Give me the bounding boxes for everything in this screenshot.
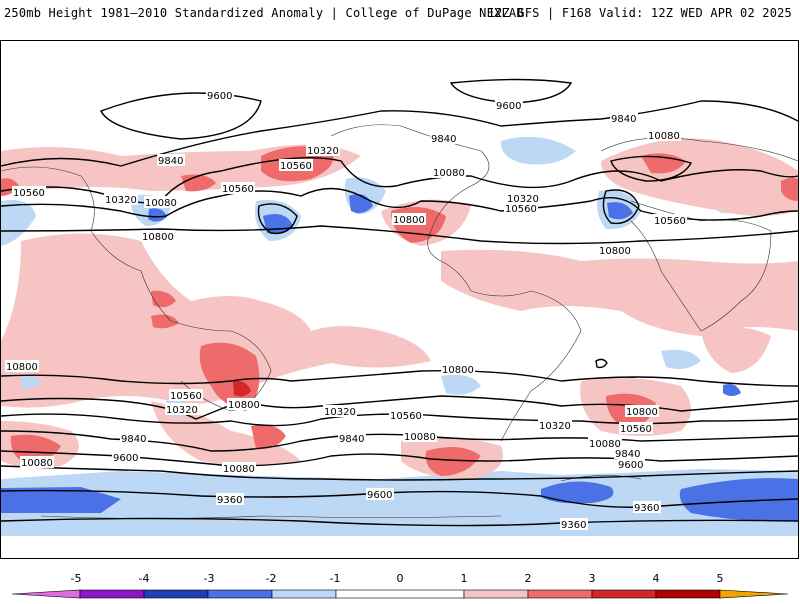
contour-label: 9360 bbox=[634, 503, 659, 514]
contour-label: 10320 bbox=[307, 146, 339, 157]
contour-label: 9840 bbox=[158, 156, 183, 167]
contour-label: 10320 bbox=[539, 421, 571, 432]
tick-label: -3 bbox=[204, 572, 215, 585]
map-title: 250mb Height 1981–2010 Standardized Anom… bbox=[4, 6, 524, 20]
contour-label: 10800 bbox=[142, 232, 174, 243]
contour-label: 9600 bbox=[496, 101, 521, 112]
contour-label: 10560 bbox=[390, 411, 422, 422]
contour-label: 10560 bbox=[654, 216, 686, 227]
tick-label: 5 bbox=[717, 572, 724, 585]
tick-label: -2 bbox=[266, 572, 277, 585]
contour-label: 9600 bbox=[207, 91, 232, 102]
contour-label: 9840 bbox=[611, 114, 636, 125]
contour-label: 10320 bbox=[507, 194, 539, 205]
anomaly-map: 9600 9600 9840 9840 9840 10080 10080 100… bbox=[0, 40, 799, 559]
contour-label: 10080 bbox=[21, 458, 53, 469]
model-valid-time: 12Z GFS | F168 Valid: 12Z WED APR 02 202… bbox=[487, 6, 792, 20]
tick-label: -4 bbox=[139, 572, 150, 585]
contour-label: 10080 bbox=[223, 464, 255, 475]
contour-label: 10080 bbox=[648, 131, 680, 142]
contour-label: 10800 bbox=[442, 365, 474, 376]
contour-label: 9840 bbox=[339, 434, 364, 445]
contour-label: 10320 bbox=[324, 407, 356, 418]
contour-label: 10800 bbox=[6, 362, 38, 373]
tick-label: -1 bbox=[330, 572, 341, 585]
contour-label: 9600 bbox=[367, 490, 392, 501]
contour-label: 9840 bbox=[431, 134, 456, 145]
tick-label: -5 bbox=[71, 572, 82, 585]
contour-label: 10560 bbox=[280, 161, 312, 172]
contour-label: 10080 bbox=[589, 439, 621, 450]
contour-label: 9840 bbox=[615, 449, 640, 460]
colorbar: -5 -4 -3 -2 -1 0 1 2 3 4 5 bbox=[0, 570, 800, 600]
positive-anomaly-areas bbox=[1, 138, 798, 479]
contour-label: 10800 bbox=[393, 215, 425, 226]
contour-label: 10560 bbox=[505, 204, 537, 215]
contour-label: 9360 bbox=[561, 520, 586, 531]
contour-label: 10080 bbox=[404, 432, 436, 443]
contour-label: 9600 bbox=[113, 453, 138, 464]
southern-negative-band bbox=[1, 469, 798, 536]
contour-label: 9840 bbox=[121, 434, 146, 445]
contour-label: 10800 bbox=[599, 246, 631, 257]
contour-label: 9360 bbox=[217, 495, 242, 506]
contour-labels: 9600 9600 9840 9840 9840 10080 10080 100… bbox=[5, 89, 687, 531]
tick-label: 3 bbox=[589, 572, 596, 585]
southern-negative-patches bbox=[21, 349, 741, 418]
contour-label: 10560 bbox=[222, 184, 254, 195]
tick-label: 1 bbox=[461, 572, 468, 585]
contour-label: 10560 bbox=[170, 391, 202, 402]
contour-label: 10320 bbox=[166, 405, 198, 416]
tick-label: 4 bbox=[653, 572, 660, 585]
contour-label: 10560 bbox=[620, 424, 652, 435]
contour-label: 10560 bbox=[13, 188, 45, 199]
contour-label: 9600 bbox=[618, 460, 643, 471]
tick-label: 0 bbox=[397, 572, 404, 585]
colorbar-ticks: -5 -4 -3 -2 -1 0 1 2 3 4 5 bbox=[71, 572, 724, 585]
colorbar-swatches bbox=[11, 589, 789, 599]
contour-label: 10320 bbox=[105, 195, 137, 206]
contour-label: 10080 bbox=[433, 168, 465, 179]
contour-label: 10800 bbox=[228, 400, 260, 411]
contour-label: 10080 bbox=[145, 198, 177, 209]
tick-label: 2 bbox=[525, 572, 532, 585]
contour-label: 10800 bbox=[626, 407, 658, 418]
